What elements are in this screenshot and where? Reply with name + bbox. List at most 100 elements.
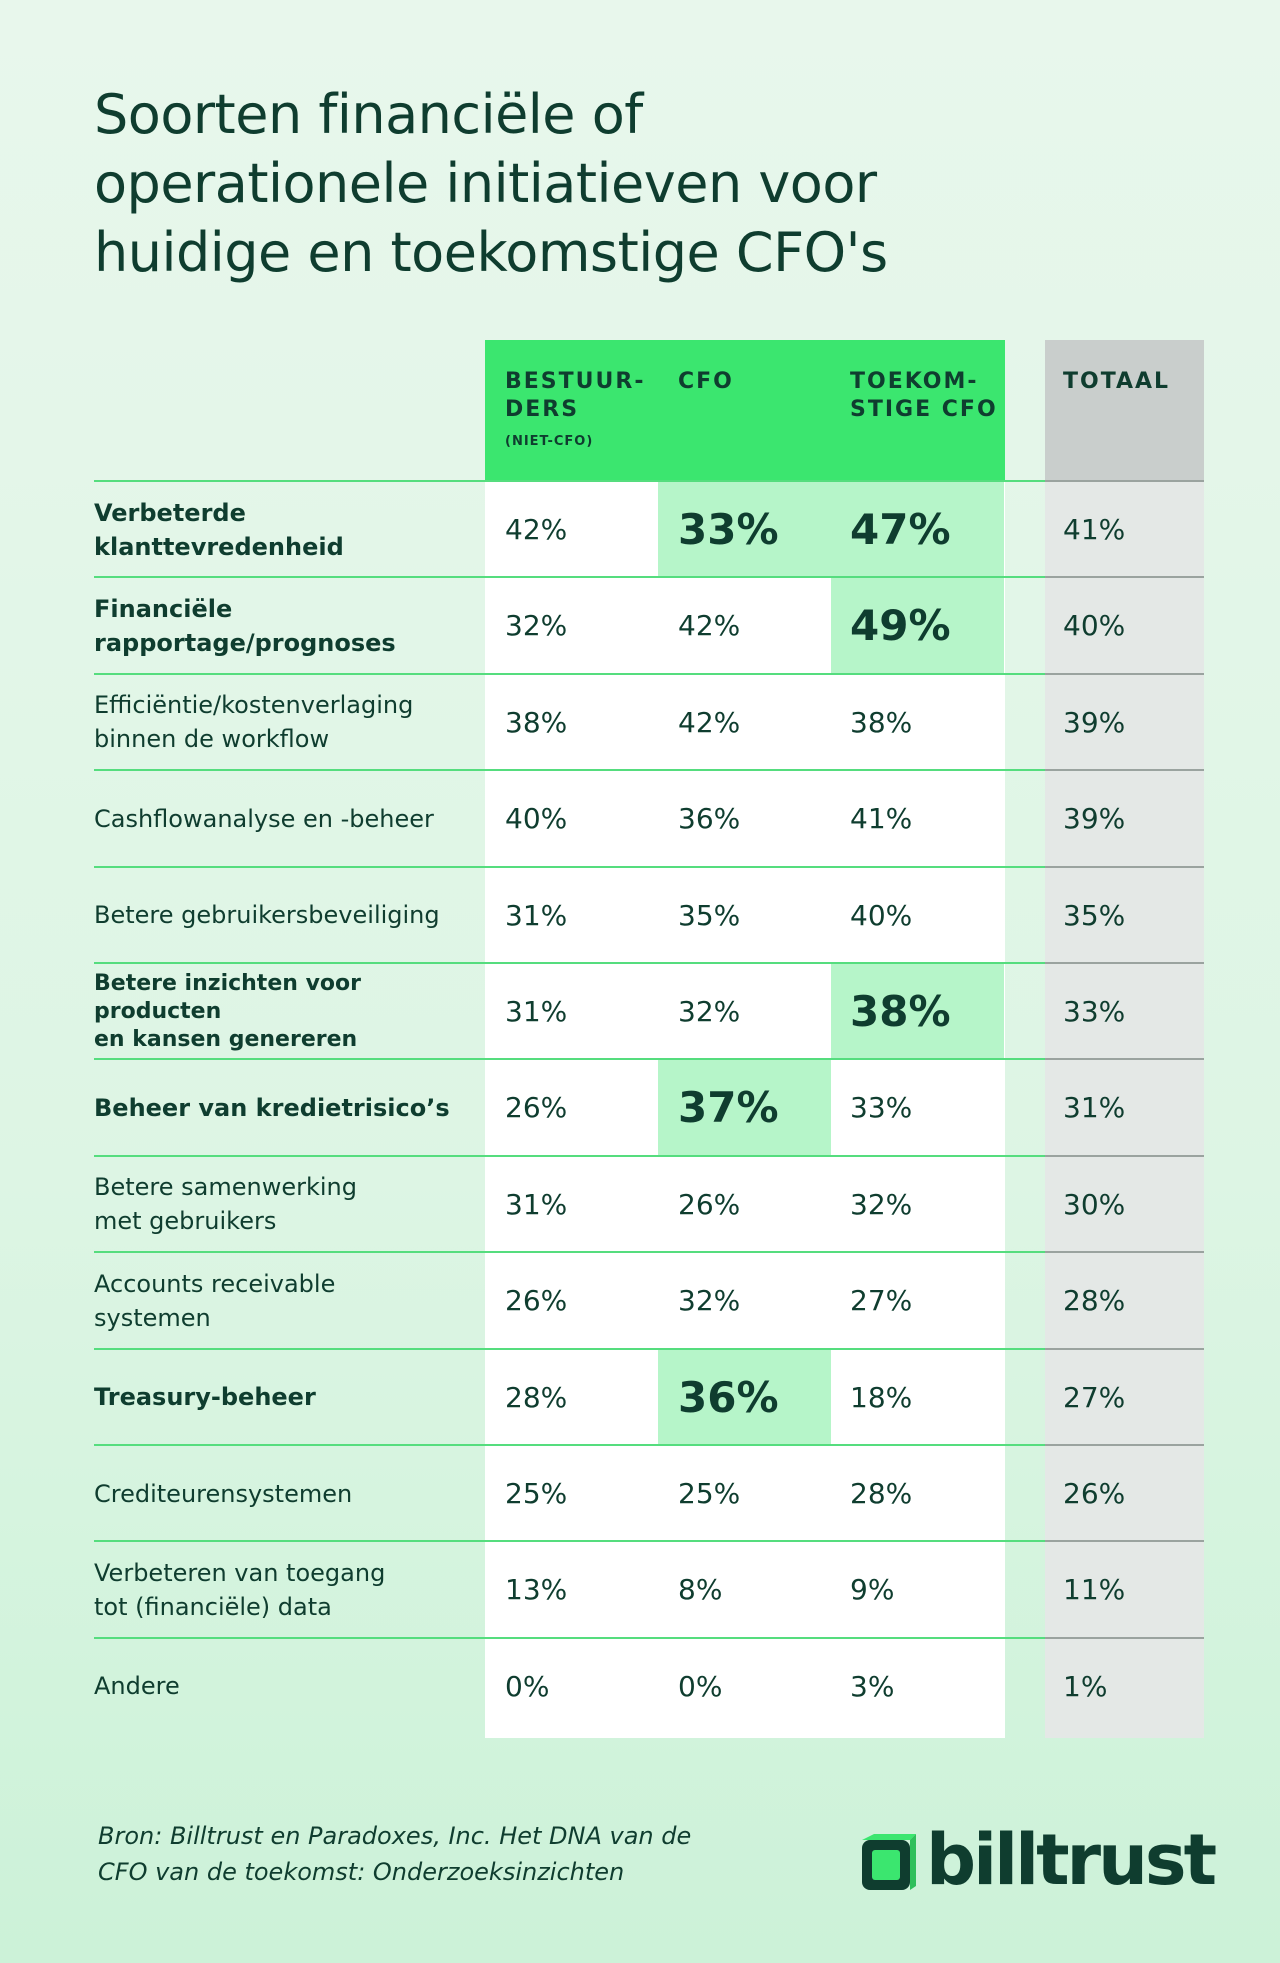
row-divider-gap (1005, 480, 1045, 482)
value-cell-tot: 30% (1063, 1187, 1126, 1221)
column-subheader-b: (NIET-CFO) (505, 434, 594, 449)
row-label: Betere inzichten voor producten en kansen… (94, 964, 474, 1059)
row-label-line: rapportage/prognoses (94, 628, 396, 657)
row-divider-gap (1005, 769, 1045, 771)
row-divider (94, 1058, 1204, 1061)
row-label-line: met gebruikers (94, 1207, 277, 1236)
column-header-line: TOEKOM- (850, 369, 979, 394)
row-divider (94, 1444, 1204, 1446)
row-label-line: Financiële (94, 594, 233, 623)
row-divider-total (1045, 480, 1204, 482)
value-cell-b: 31% (505, 898, 568, 932)
row-label-text: Cashflowanalyse en -beheer (94, 802, 434, 836)
row-label: Betere gebruikersbeveiliging (94, 868, 474, 963)
value-cell-tot: 31% (1063, 1091, 1126, 1125)
row-divider (94, 1154, 1204, 1157)
column-header-line: BESTUUR- (505, 369, 646, 394)
value-cell-b: 26% (505, 1091, 568, 1125)
row-divider (94, 1347, 1204, 1350)
source-note: Bron: Billtrust en Paradoxes, Inc. Het D… (98, 1818, 778, 1890)
value-cell-t: 33% (850, 1091, 913, 1125)
row-divider-gap (1005, 866, 1045, 868)
row-divider-total (1045, 1251, 1204, 1254)
value-cell-c: 36% (678, 1372, 779, 1422)
value-cell-tot: 35% (1063, 898, 1126, 932)
row-label: Efficiëntie/kostenverlaging binnen de wor… (94, 675, 474, 770)
value-cell-tot: 26% (1063, 1477, 1126, 1510)
row-label: Cashflowanalyse en -beheer (94, 771, 474, 866)
highlight-cell (831, 578, 1004, 674)
row-label-line: Cashflowanalyse en -beheer (94, 804, 434, 833)
row-label-line: Andere (94, 1672, 180, 1701)
row-label: Financiële rapportage/prognoses (94, 578, 474, 673)
value-cell-t: 40% (850, 898, 913, 932)
row-divider-total (1045, 865, 1204, 868)
row-divider (94, 962, 1204, 964)
value-cell-t: 38% (850, 705, 913, 739)
value-cell-c: 35% (678, 898, 741, 932)
row-divider-total (1045, 576, 1204, 579)
row-label-line: klanttevredenheid (94, 532, 344, 561)
highlight-cell (658, 1349, 831, 1445)
value-cell-t: 28% (850, 1477, 913, 1510)
highlight-cell (658, 1060, 831, 1156)
value-cell-c: 37% (678, 1083, 779, 1133)
value-cell-t: 49% (850, 601, 951, 651)
row-label-text: Treasury-beheer (94, 1380, 316, 1414)
row-label: Betere samenwerking met gebruikers (94, 1157, 474, 1252)
billtrust-logo: billtrust (858, 1820, 1217, 1906)
value-cell-c: 8% (678, 1573, 723, 1607)
value-cell-c: 32% (678, 1284, 741, 1318)
row-label-text: Crediteurensystemen (94, 1477, 352, 1511)
row-divider-gap (1005, 1444, 1045, 1446)
value-cell-t: 9% (850, 1573, 895, 1607)
row-divider (94, 1636, 1204, 1639)
row-label-line: binnen de workflow (94, 725, 330, 754)
column-header-t: TOEKOM- STIGE CFO (850, 368, 998, 424)
highlight-cell (658, 482, 831, 577)
value-cell-c: 42% (678, 705, 741, 739)
row-label-text: Efficiëntie/kostenverlaging binnen de wor… (94, 688, 413, 756)
row-label: Accounts receivable systemen (94, 1253, 474, 1348)
row-label: Beheer van kredietrisico’s (94, 1060, 474, 1155)
source-line: Bron: Billtrust en Paradoxes, Inc. Het D… (98, 1822, 692, 1850)
value-cell-t: 18% (850, 1380, 913, 1414)
row-label-line: Treasury-beheer (94, 1383, 316, 1412)
title-line: huidige en toekomstige CFO's (94, 221, 888, 284)
row-divider-total (1045, 769, 1204, 772)
row-label-text: Andere (94, 1669, 180, 1703)
row-label-text: Accounts receivable systemen (94, 1267, 335, 1335)
row-label: Verbeterde klanttevredenheid (94, 482, 474, 577)
value-cell-tot: 40% (1063, 609, 1126, 643)
row-divider-gap (1005, 1155, 1045, 1157)
row-label-line: Betere samenwerking (94, 1173, 357, 1202)
row-divider-total (1045, 672, 1204, 675)
value-cell-b: 40% (505, 802, 568, 836)
row-divider-gap (1005, 673, 1045, 675)
row-divider-gap (1005, 1637, 1045, 1639)
row-divider-gap (1005, 962, 1045, 964)
row-label-line: Betere gebruikersbeveiliging (94, 901, 440, 930)
chart-title: Soorten financiële of operationele initi… (94, 80, 1194, 287)
logo-wordmark: billtrust (926, 1819, 1217, 1901)
row-divider-total (1045, 1154, 1204, 1157)
row-divider (94, 672, 1204, 675)
title-line: operationele initiatieven voor (94, 152, 877, 215)
row-label-line: Betere inzichten voor producten (94, 970, 361, 1024)
value-cell-b: 32% (505, 609, 568, 643)
row-label: Crediteurensystemen (94, 1446, 474, 1541)
row-label-line: Verbeterde (94, 498, 246, 527)
row-label-line: en kansen genereren (94, 1026, 358, 1052)
value-cell-t: 41% (850, 802, 913, 836)
row-divider (94, 865, 1204, 868)
value-cell-b: 42% (505, 513, 568, 546)
column-header-line: STIGE CFO (850, 397, 998, 422)
row-label-text: Verbeterde klanttevredenheid (94, 496, 344, 564)
value-cell-t: 32% (850, 1187, 913, 1221)
highlight-cell (831, 482, 1004, 577)
column-header-line: TOTAAL (1063, 369, 1171, 394)
value-cell-b: 0% (505, 1669, 550, 1703)
row-divider-gap (1005, 1058, 1045, 1060)
row-divider-total (1045, 1347, 1204, 1350)
